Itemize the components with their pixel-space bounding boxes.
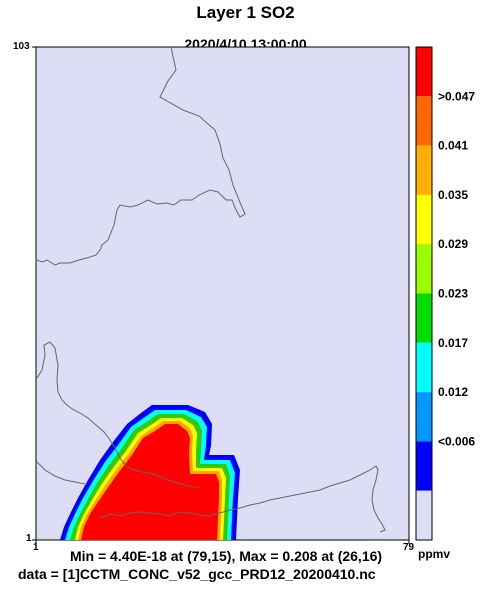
y-axis-max-label: 103 — [13, 41, 30, 52]
legend-swatch — [416, 194, 432, 245]
boundary-line-middle — [36, 341, 201, 489]
y-axis-min-label: 1 — [26, 533, 32, 544]
legend-label: 0.029 — [438, 237, 468, 251]
legend-label: 0.041 — [438, 139, 468, 153]
legend-label: 0.023 — [438, 287, 468, 301]
legend-swatch — [416, 441, 432, 491]
data-source: data = [1]CCTM_CONC_v52_gcc_PRD12_202004… — [18, 566, 376, 582]
legend-swatch — [416, 490, 432, 540]
legend-swatch — [416, 342, 432, 393]
legend-label: 0.035 — [438, 188, 468, 202]
legend-frame — [415, 46, 433, 541]
plume-layer-red — [81, 424, 219, 540]
boundary-line-west — [36, 461, 86, 485]
legend-swatch — [416, 392, 432, 442]
coastline — [36, 46, 386, 533]
legend-unit-label: ppmv — [418, 547, 451, 561]
boundary-line-lower — [99, 465, 386, 533]
legend-label: 0.017 — [438, 336, 468, 350]
plot-title: Layer 1 SO2 — [196, 3, 295, 22]
so2-plume — [60, 405, 240, 540]
x-axis-min-label: 1 — [33, 542, 39, 553]
legend-labels: >0.047 0.041 0.035 0.029 0.023 0.017 0.012 <0.0… — [438, 89, 475, 448]
legend-swatch — [416, 96, 432, 146]
boundary-line-upper — [36, 46, 246, 266]
legend-swatch — [416, 244, 432, 294]
legend-label: >0.047 — [438, 89, 475, 103]
legend-swatch — [416, 145, 432, 195]
legend-label: 0.012 — [438, 385, 468, 399]
legend-swatch — [416, 293, 432, 343]
axis-ticks — [32, 46, 410, 544]
x-axis-max-label: 79 — [403, 542, 415, 553]
legend-label: <0.006 — [438, 434, 475, 448]
legend-colorbar — [415, 46, 433, 541]
stats-summary: Min = 4.40E-18 at (79,15), Max = 0.208 a… — [70, 548, 383, 564]
legend-swatch — [416, 47, 432, 97]
